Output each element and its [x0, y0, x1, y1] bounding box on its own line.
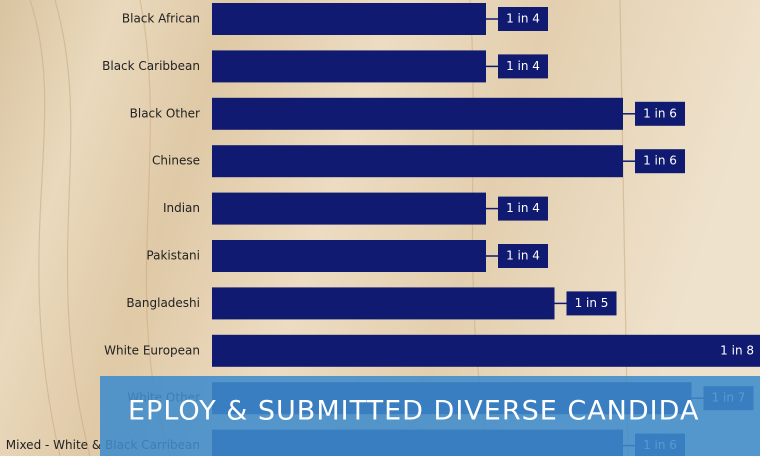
label-box: [498, 7, 548, 31]
value-label: 1 in 4: [506, 249, 540, 263]
value-label: 1 in 4: [506, 59, 540, 73]
bar: [212, 145, 623, 178]
label-box: [498, 196, 548, 221]
bar: [212, 50, 486, 83]
category-label: Chinese: [152, 154, 200, 168]
category-label: Black Other: [130, 106, 200, 120]
bar: [212, 334, 760, 367]
bar: [212, 3, 486, 35]
label-box: [498, 244, 548, 268]
category-label: Black Caribbean: [102, 59, 200, 73]
label-box: [635, 101, 685, 126]
banner-text: EPLOY & SUBMITTED DIVERSE CANDIDA: [128, 396, 699, 427]
value-label: 1 in 8: [720, 343, 754, 357]
label-box: [635, 149, 685, 174]
value-label: 1 in 4: [506, 12, 540, 26]
banner: [100, 376, 760, 456]
category-label: Pakistani: [146, 249, 200, 263]
value-label: 1 in 6: [643, 154, 677, 168]
bar: [212, 240, 486, 272]
category-label: Indian: [163, 201, 200, 215]
label-box: [498, 54, 548, 79]
bar: [212, 287, 555, 320]
label-box: [566, 291, 617, 316]
category-label: Black African: [122, 12, 200, 26]
category-label: Bangladeshi: [126, 296, 200, 310]
bar: [212, 97, 623, 130]
value-label: 1 in 4: [506, 201, 540, 215]
bar: [212, 192, 486, 225]
value-label: 1 in 6: [643, 106, 677, 120]
category-label: White European: [104, 343, 200, 357]
value-label: 1 in 5: [575, 296, 609, 310]
